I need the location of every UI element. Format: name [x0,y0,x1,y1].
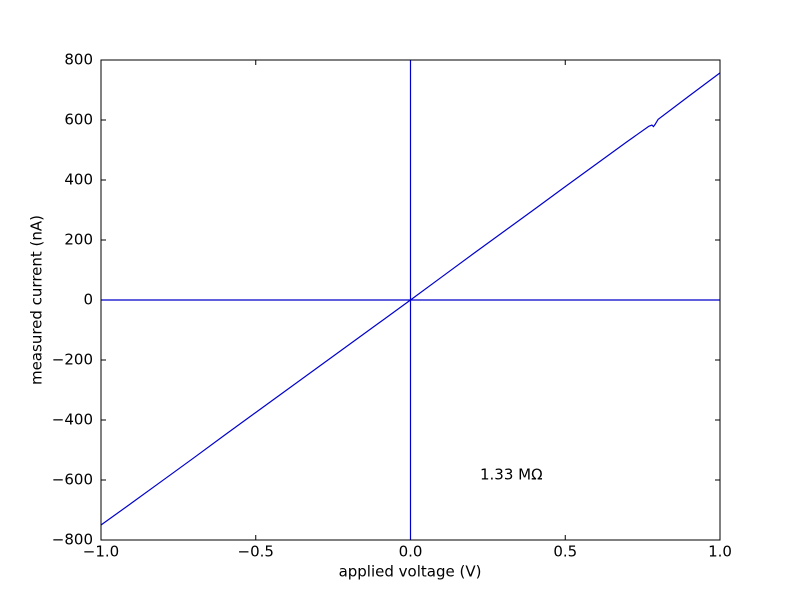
y-tick-label: 800 [64,51,93,69]
y-tick-label: 400 [64,171,93,189]
data-line [100,72,721,526]
y-tick-label: −600 [52,471,93,489]
x-tick-label: −0.5 [238,543,274,561]
y-tick-label: −400 [52,411,93,429]
x-tick-label: 1.0 [708,543,732,561]
annotation: 1.33 MΩ [480,466,543,484]
x-axis-label: applied voltage (V) [339,563,482,581]
y-axis-label: measured current (nA) [28,215,46,385]
y-tick-label: −800 [52,531,93,549]
plot-frame [100,59,721,541]
x-tick-label: 0.5 [553,543,577,561]
y-tick-label: 0 [83,291,93,309]
y-tick-label: 600 [64,111,93,129]
x-tick-label: 0.0 [399,543,423,561]
y-tick-label: −200 [52,351,93,369]
x-tick-label: −1.0 [83,543,119,561]
y-tick-label: 200 [64,231,93,249]
